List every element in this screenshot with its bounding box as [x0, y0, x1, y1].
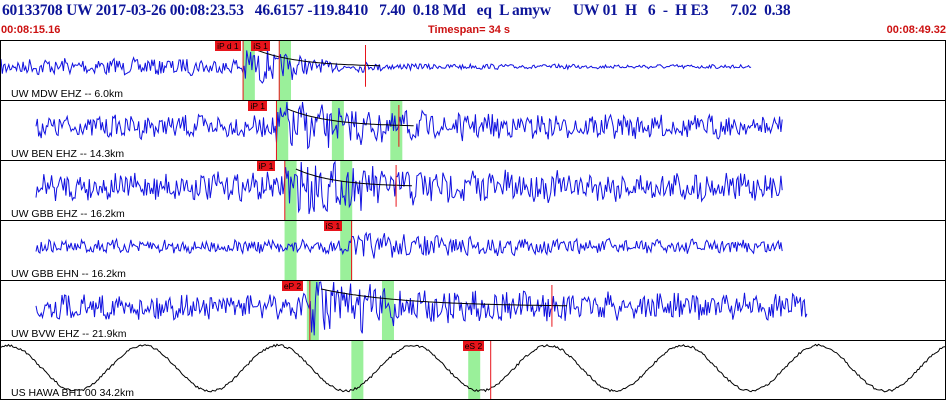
trace-plot: [1, 341, 945, 399]
trace-panel[interactable]: iS 1 UW GBB EHN -- 16.2km: [0, 220, 946, 281]
station-channel-label: UW GBB EHZ -- 16.2km: [11, 208, 125, 220]
station-channel-label: US HAWA BH1 00 34.2km: [11, 387, 134, 399]
trace-panel[interactable]: iP 1 UW BEN EHZ -- 14.3km: [0, 100, 946, 161]
end-time: 00:08:49.32: [886, 24, 946, 36]
waveform-trace: [35, 101, 783, 150]
phase-pick-label[interactable]: iP 1: [248, 101, 267, 111]
trace-panel[interactable]: eS 2 US HAWA BH1 00 34.2km: [0, 340, 946, 400]
station-channel-label: UW BVW EHZ -- 21.9km: [11, 328, 127, 340]
phase-pick-label[interactable]: iS 1: [323, 221, 343, 231]
start-time: 00:08:15.16: [1, 24, 61, 36]
trace-panel[interactable]: eP 2 UW BVW EHZ -- 21.9km: [0, 280, 946, 341]
phase-pick-label[interactable]: iP d 1: [215, 41, 241, 51]
analysis-window: [279, 41, 292, 100]
coda-fit-curve: [320, 288, 567, 307]
coda-fit-curve: [295, 168, 412, 187]
analysis-window: [276, 101, 289, 160]
analysis-window: [351, 341, 364, 399]
phase-pick-label[interactable]: eS 2: [462, 341, 485, 351]
analysis-window: [284, 221, 297, 280]
time-axis-info: 00:08:15.16 Timespan= 34 s 00:08:49.32: [0, 23, 947, 37]
trace-plot: [35, 221, 783, 280]
waveform-trace: [35, 281, 808, 336]
phase-pick-label[interactable]: iS 1: [251, 41, 270, 51]
waveform-trace: [35, 231, 783, 259]
waveform-trace: [1, 47, 752, 84]
waveform-trace: [35, 161, 783, 215]
station-channel-label: UW MDW EHZ -- 6.0km: [11, 88, 123, 100]
coda-fit-curve: [254, 48, 381, 67]
trace-plot: [1, 41, 752, 100]
waveform-trace: [1, 343, 945, 393]
analysis-window: [468, 341, 481, 399]
trace-panel[interactable]: iP d 1 iS 1 UW MDW EHZ -- 6.0km: [0, 40, 946, 101]
analysis-window: [242, 41, 255, 100]
trace-panel[interactable]: iP 1 UW GBB EHZ -- 16.2km: [0, 160, 946, 221]
phase-pick-label[interactable]: iP 1: [256, 161, 276, 171]
coda-fit-curve: [287, 108, 414, 127]
timespan-label: Timespan= 34 s: [428, 24, 511, 36]
phase-pick-label[interactable]: eP 2: [281, 281, 304, 291]
station-channel-label: UW BEN EHZ -- 14.3km: [11, 148, 125, 160]
station-channel-label: UW GBB EHN -- 16.2km: [11, 268, 126, 280]
event-summary-title: 60133708 UW 2017-03-26 00:08:23.53 46.61…: [2, 2, 791, 19]
trace-plot: [35, 161, 783, 220]
trace-plot: [35, 281, 808, 340]
trace-plot: [35, 101, 783, 160]
